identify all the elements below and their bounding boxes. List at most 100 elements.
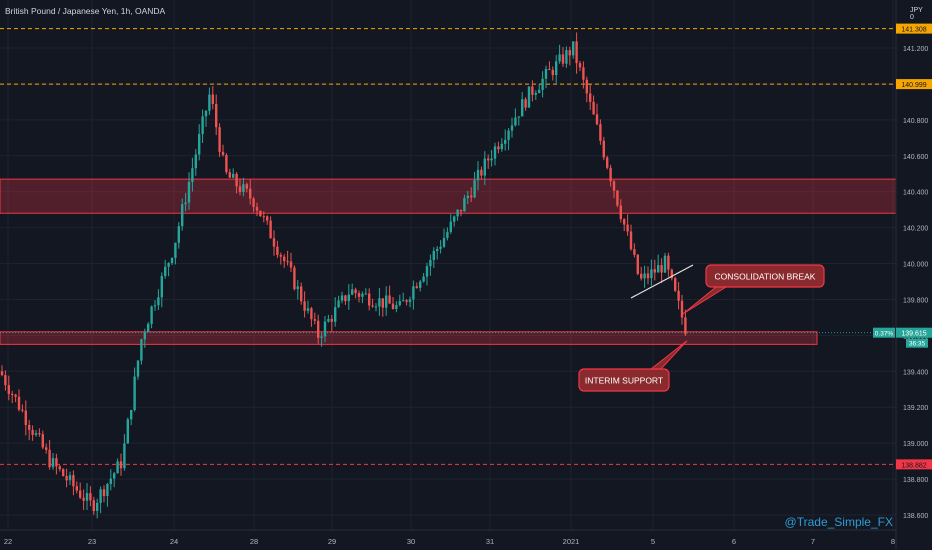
candle-body[interactable] bbox=[616, 190, 619, 206]
candle-body[interactable] bbox=[466, 195, 469, 199]
candle-body[interactable] bbox=[7, 385, 10, 394]
candle-body[interactable] bbox=[89, 493, 92, 501]
candle-body[interactable] bbox=[606, 157, 609, 168]
candle-body[interactable] bbox=[422, 276, 425, 282]
candle-body[interactable] bbox=[0, 371, 4, 376]
candle-body[interactable] bbox=[181, 204, 184, 227]
candle-body[interactable] bbox=[558, 54, 561, 62]
candle-body[interactable] bbox=[531, 86, 534, 95]
candle-body[interactable] bbox=[476, 169, 480, 181]
candle-body[interactable] bbox=[378, 298, 381, 307]
candle-body[interactable] bbox=[82, 497, 85, 501]
candle-body[interactable] bbox=[218, 127, 221, 152]
candle-body[interactable] bbox=[215, 103, 218, 128]
candle-body[interactable] bbox=[235, 173, 238, 187]
candle-body[interactable] bbox=[412, 286, 415, 300]
candle-body[interactable] bbox=[572, 41, 575, 56]
candle-body[interactable] bbox=[436, 248, 439, 252]
candle-body[interactable] bbox=[113, 473, 116, 479]
candle-body[interactable] bbox=[361, 293, 364, 297]
candle-body[interactable] bbox=[612, 181, 616, 191]
candle-body[interactable] bbox=[194, 154, 197, 169]
candle-body[interactable] bbox=[85, 493, 89, 501]
candle-body[interactable] bbox=[582, 67, 585, 80]
candle-body[interactable] bbox=[534, 93, 537, 95]
candle-body[interactable] bbox=[38, 433, 41, 435]
candle-body[interactable] bbox=[385, 295, 388, 308]
candle-body[interactable] bbox=[75, 486, 78, 491]
candle-body[interactable] bbox=[510, 125, 514, 131]
candle-body[interactable] bbox=[354, 289, 357, 294]
zone-rect[interactable] bbox=[0, 178, 897, 214]
candle-body[interactable] bbox=[446, 231, 449, 238]
candle-body[interactable] bbox=[323, 321, 327, 337]
candle-body[interactable] bbox=[347, 294, 350, 302]
candle-body[interactable] bbox=[643, 273, 646, 279]
candle-body[interactable] bbox=[565, 50, 568, 64]
candle-body[interactable] bbox=[527, 86, 531, 108]
candle-body[interactable] bbox=[595, 114, 599, 125]
candle-body[interactable] bbox=[208, 94, 211, 111]
candle-body[interactable] bbox=[143, 331, 146, 340]
candle-body[interactable] bbox=[371, 305, 374, 307]
candle-body[interactable] bbox=[514, 117, 517, 126]
candle-body[interactable] bbox=[62, 469, 65, 477]
candle-body[interactable] bbox=[160, 275, 163, 298]
candle-body[interactable] bbox=[490, 158, 493, 161]
candle-body[interactable] bbox=[177, 226, 180, 243]
trendline[interactable] bbox=[630, 264, 694, 299]
candle-body[interactable] bbox=[310, 308, 313, 320]
candle-body[interactable] bbox=[96, 502, 99, 512]
candle-body[interactable] bbox=[72, 475, 75, 487]
candle-body[interactable] bbox=[11, 393, 14, 395]
candle-body[interactable] bbox=[276, 246, 279, 255]
candle-body[interactable] bbox=[99, 489, 102, 503]
candle-body[interactable] bbox=[497, 146, 500, 150]
candle-body[interactable] bbox=[432, 251, 435, 260]
candle-body[interactable] bbox=[541, 78, 544, 90]
candle-body[interactable] bbox=[470, 195, 473, 198]
candle-body[interactable] bbox=[201, 116, 204, 135]
candle-body[interactable] bbox=[102, 489, 106, 497]
candle-body[interactable] bbox=[249, 188, 252, 199]
candle-body[interactable] bbox=[667, 255, 670, 270]
zone-rect[interactable] bbox=[0, 331, 818, 345]
candle-body[interactable] bbox=[589, 93, 592, 102]
candle-body[interactable] bbox=[344, 295, 347, 302]
candle-body[interactable] bbox=[517, 116, 520, 118]
candle-body[interactable] bbox=[34, 433, 38, 435]
candle-body[interactable] bbox=[157, 297, 160, 306]
candle-body[interactable] bbox=[480, 169, 483, 176]
candle-body[interactable] bbox=[388, 295, 391, 304]
candle-body[interactable] bbox=[228, 172, 231, 178]
candle-body[interactable] bbox=[303, 301, 306, 311]
candle-body[interactable] bbox=[272, 238, 276, 247]
annotation-callout[interactable]: INTERIM SUPPORT bbox=[578, 340, 688, 392]
candle-body[interactable] bbox=[41, 434, 44, 448]
candle-body[interactable] bbox=[657, 265, 660, 273]
candle-body[interactable] bbox=[65, 476, 68, 481]
candle-body[interactable] bbox=[320, 336, 323, 338]
candle-body[interactable] bbox=[279, 254, 282, 257]
candle-body[interactable] bbox=[184, 202, 187, 205]
candle-body[interactable] bbox=[623, 219, 626, 225]
candle-body[interactable] bbox=[364, 293, 367, 295]
candle-body[interactable] bbox=[136, 360, 140, 377]
candle-body[interactable] bbox=[663, 255, 667, 273]
candle-body[interactable] bbox=[575, 41, 578, 64]
candle-body[interactable] bbox=[48, 449, 51, 468]
candle-body[interactable] bbox=[415, 286, 418, 288]
candle-body[interactable] bbox=[221, 151, 225, 156]
candle-body[interactable] bbox=[357, 293, 361, 297]
candle-body[interactable] bbox=[14, 394, 17, 397]
candle-body[interactable] bbox=[126, 419, 129, 444]
annotation-callout[interactable]: CONSOLIDATION BREAK bbox=[682, 264, 825, 315]
candle-body[interactable] bbox=[646, 273, 650, 279]
candle-body[interactable] bbox=[238, 186, 242, 192]
candle-body[interactable] bbox=[419, 281, 422, 288]
candle-body[interactable] bbox=[164, 266, 167, 276]
candle-body[interactable] bbox=[55, 458, 58, 467]
candle-body[interactable] bbox=[255, 207, 259, 211]
candle-body[interactable] bbox=[626, 224, 629, 232]
candle-body[interactable] bbox=[555, 61, 558, 76]
